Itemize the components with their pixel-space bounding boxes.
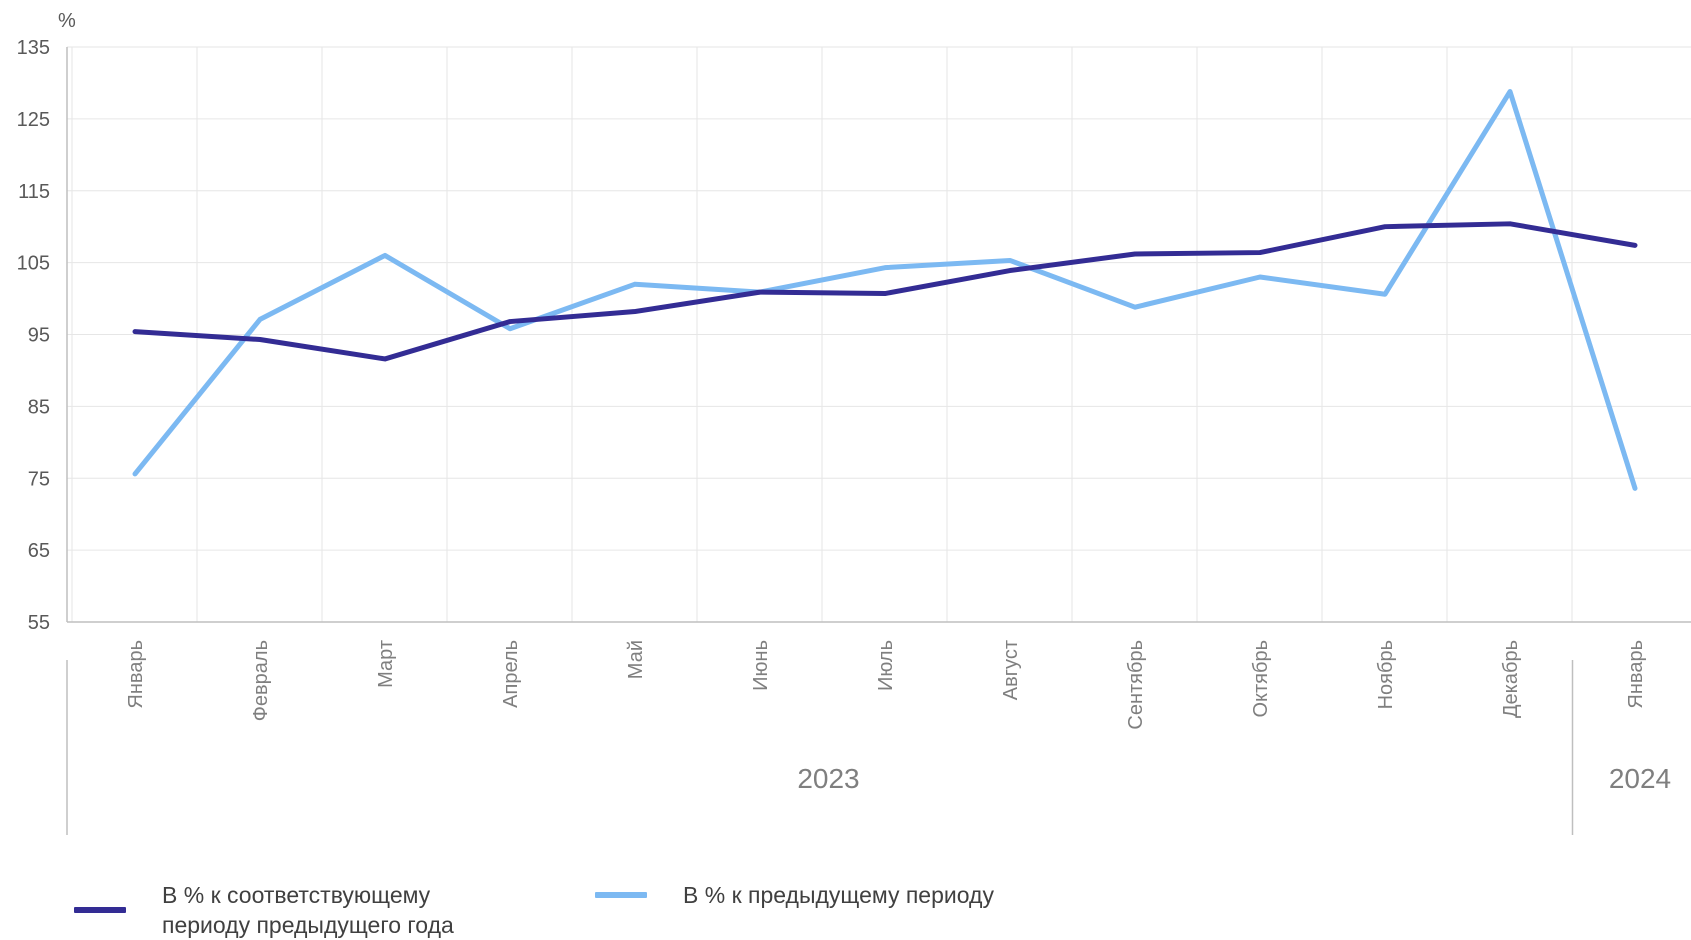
axes	[66, 47, 1691, 835]
axis-labels: 55 65 75 85 95 105 115 125 135% Январь Февраль Март…	[17, 10, 1672, 794]
legend-swatch-series-2	[595, 892, 647, 898]
x-tick-label: Май	[625, 640, 647, 679]
x-tick-label: Ноябрь	[1375, 640, 1397, 709]
y-tick-label: 75	[28, 468, 50, 490]
x-tick-label: Январь	[125, 640, 147, 709]
legend-swatch-series-1	[74, 907, 126, 913]
y-tick-label: 85	[28, 396, 50, 418]
x-tick-label: Октябрь	[1250, 640, 1272, 718]
legend-label-line: В % к предыдущему периоду	[683, 882, 994, 908]
x-tick-label: Сентябрь	[1125, 640, 1147, 730]
line-chart: 55 65 75 85 95 105 115 125 135% Январь Февраль Март…	[17, 10, 1691, 835]
legend-label-line: В % к соответствующему	[162, 882, 431, 908]
y-tick-label: 135	[17, 37, 50, 59]
x-tick-label: Декабрь	[1500, 640, 1522, 718]
legend-label-series-2: В % к предыдущему периоду	[683, 880, 994, 910]
legend-item-series-1: В % к соответствующему периоду предыдуще…	[74, 880, 454, 940]
legend-item-series-2: В % к предыдущему периоду	[595, 880, 994, 910]
x-tick-label: Январь	[1625, 640, 1647, 709]
series-line-2	[132, 89, 1638, 491]
y-tick-label: 55	[28, 612, 50, 634]
x-tick-label: Июль	[875, 640, 897, 691]
y-tick-label: 115	[18, 181, 50, 203]
series-lines	[132, 89, 1638, 491]
legend-label-line: периоду предыдущего года	[162, 912, 454, 938]
y-tick-label: 95	[28, 325, 50, 347]
x-tick-label: Август	[1000, 640, 1022, 700]
x-tick-label: Апрель	[500, 640, 522, 708]
x-tick-label: Февраль	[250, 640, 272, 721]
y-tick-label: 105	[17, 253, 50, 275]
legend-label-series-1: В % к соответствующему периоду предыдуще…	[162, 880, 454, 940]
x-tick-label: Июнь	[750, 640, 772, 691]
series-line-1	[132, 221, 1638, 362]
grid-lines	[67, 46, 1691, 622]
y-tick-label: 65	[28, 540, 50, 562]
year-label: 2023	[797, 763, 859, 794]
y-axis-unit-label: %	[58, 10, 76, 32]
y-tick-label: 125	[17, 109, 50, 131]
x-tick-label: Март	[375, 640, 397, 688]
year-label: 2024	[1609, 763, 1671, 794]
